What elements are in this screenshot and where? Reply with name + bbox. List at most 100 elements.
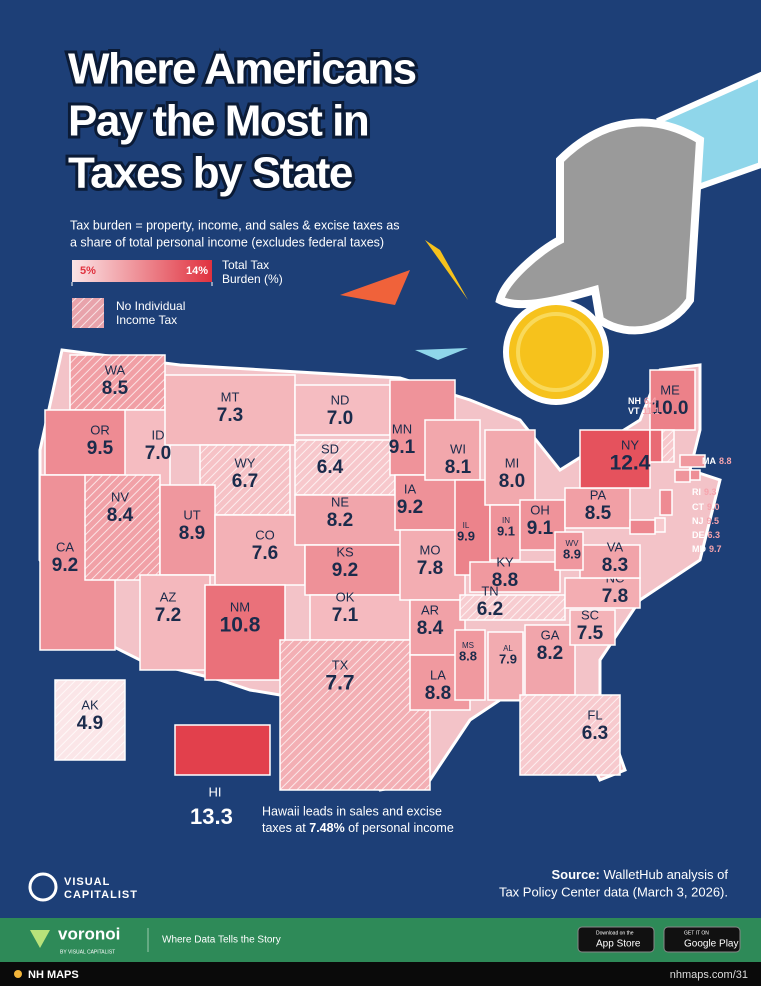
state-value: 9.9 <box>457 528 475 543</box>
state-value: 7.7 <box>325 672 354 695</box>
state-value: 7.0 <box>327 408 353 429</box>
state-abbr: GA <box>541 627 560 642</box>
state-abbr: NM <box>230 599 250 614</box>
state-abbr: IA <box>404 481 417 496</box>
logo-text: VISUAL <box>64 876 110 888</box>
state-abbr: WV <box>566 539 580 548</box>
state-abbr: AZ <box>160 589 177 604</box>
source: Source: WalletHub analysis of <box>551 867 728 882</box>
hatch-legend-label: No Individual <box>116 299 185 313</box>
state-value: 8.9 <box>563 546 581 561</box>
badge[interactable] <box>577 926 655 953</box>
state-abbr: VA <box>607 539 624 554</box>
state-value: 9.5 <box>707 516 720 526</box>
state-value: 8.2 <box>537 643 563 664</box>
state-value: 9.1 <box>497 523 515 538</box>
state-value: 12.4 <box>610 452 651 475</box>
state-abbr: FL <box>587 707 602 722</box>
google-play-badge[interactable]: GET IT ON Google Play <box>663 926 741 953</box>
badge-text: App Store <box>596 939 641 950</box>
state <box>674 469 691 483</box>
state-value: 6.7 <box>232 471 258 492</box>
state-value: 8.9 <box>179 523 205 544</box>
state-abbr: MT <box>221 389 240 404</box>
badge[interactable] <box>663 926 741 953</box>
state-abbr: MS <box>462 641 474 650</box>
state-value: 9.1 <box>527 518 554 539</box>
title-line: Where Americans <box>68 45 416 94</box>
app-store-badge[interactable]: Download on the App Store <box>577 926 655 953</box>
state-value: 8.1 <box>445 457 472 478</box>
state-hatch <box>70 355 165 410</box>
state <box>487 631 524 701</box>
state <box>579 429 651 489</box>
state-label: RI 9.3 <box>692 487 717 497</box>
state-abbr: AL <box>503 644 513 653</box>
state-value: 9.2 <box>52 555 78 576</box>
state <box>164 374 296 446</box>
state-abbr: TN <box>481 583 498 598</box>
state-value: 8.8 <box>459 648 477 663</box>
state-abbr: CO <box>255 527 275 542</box>
state-hatch <box>280 640 430 790</box>
state <box>654 517 666 533</box>
state-value: 10.0 <box>652 398 689 419</box>
state-abbr: SD <box>321 441 339 456</box>
state <box>484 429 536 506</box>
state-label: MA 8.8 <box>702 456 732 466</box>
state <box>469 561 561 593</box>
badge-text: Google Play <box>684 939 738 950</box>
state-abbr: MI <box>505 455 519 470</box>
annotation: taxes at 7.48% of personal income <box>262 821 454 835</box>
source-text: WalletHub analysis of <box>603 867 728 882</box>
state-value: 10.8 <box>220 614 261 637</box>
state-abbr: UT <box>183 507 200 522</box>
state-abbr: MO <box>420 542 441 557</box>
state-value: 8.5 <box>585 503 612 524</box>
annotation: Hawaii leads in sales and excise <box>262 804 442 818</box>
state <box>679 454 706 468</box>
state-abbr: VT <box>628 406 640 416</box>
state-abbr: RI <box>692 487 701 497</box>
legend-title: Burden (%) <box>222 272 283 286</box>
hawaii-value-callout: 13.3 <box>190 804 233 829</box>
state-abbr: WY <box>235 455 256 470</box>
state-hatch <box>662 430 674 462</box>
state-value: 7.2 <box>155 605 181 626</box>
state-value: 6.4 <box>317 457 344 478</box>
state-value: 7.5 <box>577 623 604 644</box>
state-abbr: MN <box>392 421 412 436</box>
state-abbr: SC <box>581 607 599 622</box>
watermark: NH MAPS <box>28 969 79 981</box>
logo: VISUAL CAPITALIST <box>28 872 137 902</box>
state-label: NJ 9.5 <box>692 516 719 526</box>
state-abbr: ND <box>331 392 350 407</box>
annotation-text: of personal income <box>345 821 454 835</box>
state-abbr: WA <box>105 362 126 377</box>
state-abbr: KS <box>336 544 354 559</box>
state-abbr: NJ <box>692 516 704 526</box>
state-value: 8.4 <box>107 505 134 526</box>
badge-small: GET IT ON <box>684 930 709 936</box>
state-hatch <box>520 695 620 775</box>
state <box>689 469 701 481</box>
state-abbr: ID <box>152 427 165 442</box>
watermark-url: nhmaps.com/31 <box>670 969 748 981</box>
hand-illustration <box>340 71 761 405</box>
state-abbr: ME <box>660 382 680 397</box>
state-value: 7.6 <box>252 543 278 564</box>
voronoi-icon <box>30 930 50 948</box>
state-abbr: KY <box>496 554 514 569</box>
state <box>424 419 481 481</box>
state-value: 7.9 <box>499 651 517 666</box>
state <box>214 514 306 586</box>
badge-small: Download on the <box>596 930 634 936</box>
state-abbr: NV <box>111 489 129 504</box>
annotation-text: taxes at <box>262 821 309 835</box>
state <box>524 624 576 696</box>
voronoi-byline: BY VISUAL CAPITALIST <box>60 949 115 955</box>
state-hatch <box>295 440 395 495</box>
state <box>564 487 631 529</box>
state-hatch <box>55 680 125 760</box>
